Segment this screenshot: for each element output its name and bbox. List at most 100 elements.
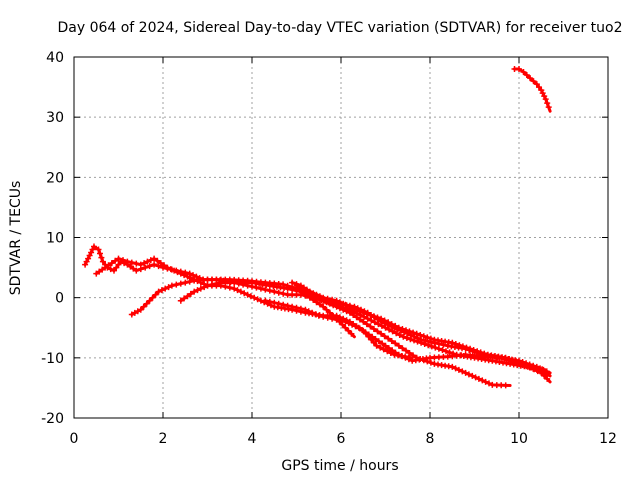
data-point [523,72,530,78]
axis-ticks: 0 2 4 6 8 10 12 -20 -10 0 10 20 30 40 [41,50,617,447]
data-point [115,255,122,262]
data-point [533,366,540,373]
data-point [181,295,188,302]
data-point [137,261,144,268]
data-point [440,341,447,348]
data-point [151,261,158,268]
x-tick-label: 10 [510,431,528,447]
data-point [293,282,300,289]
data-point [475,375,482,382]
data-point [427,338,433,345]
chart-title: Day 064 of 2024, Sidereal Day-to-day VTE… [57,20,622,36]
data-point [411,333,418,340]
data-point [305,308,312,315]
x-tick-label: 8 [426,431,435,447]
data-point [182,279,189,286]
data-point [208,281,215,288]
data-point [404,330,411,337]
data-point [323,306,330,313]
data-point [386,326,393,333]
data-point [181,272,188,279]
data-point [280,301,287,308]
data-point [527,75,534,82]
data-point [161,262,168,269]
data-point [284,302,291,309]
data-point [466,347,473,353]
data-point [399,345,406,352]
data-point [449,363,456,370]
data-point [345,320,352,327]
data-point [482,378,489,385]
data-point [378,318,385,325]
data-point [449,339,456,346]
data-point [520,69,527,75]
data-point [173,281,180,288]
data-point [370,326,377,332]
data-point [373,342,380,349]
data-point [289,279,296,286]
data-point [502,382,509,389]
data-point [523,363,530,370]
data-point [187,290,194,297]
data-point [177,280,184,287]
data-point [324,314,331,321]
data-point [95,246,102,253]
data-point [257,285,264,292]
data-point [362,329,369,336]
data-point [388,338,395,344]
data-point [143,300,150,307]
data-point [144,258,151,265]
data-point [358,306,364,313]
data-point [235,280,242,287]
data-point [293,304,300,311]
data-point [432,344,439,351]
data-point [275,300,282,307]
data-point [516,360,522,367]
data-point [157,260,164,267]
data-point [446,349,453,356]
data-point [133,260,140,267]
data-point [162,285,169,292]
data-point [320,303,327,310]
data-point [321,296,328,303]
data-point [168,282,175,289]
data-point [311,291,318,298]
data-point [280,281,287,288]
data-point [374,316,381,323]
data-point [371,319,378,326]
data-point [284,282,291,289]
data-point [378,330,385,337]
data-point [249,283,255,290]
data-point [137,306,144,313]
data-point [393,330,400,337]
data-point [452,365,459,372]
data-point [384,348,391,355]
data-point [165,284,172,291]
data-point [155,288,162,295]
series-track-h [511,66,552,113]
data-point [333,316,340,323]
data-point [152,291,159,298]
data-point [234,287,241,294]
data-point [384,321,391,328]
data-point [401,329,408,336]
data-point [537,368,544,375]
data-point [105,262,112,269]
data-point [359,327,366,333]
data-point [342,324,349,331]
data-point [324,297,331,304]
data-point [455,366,462,373]
data-point [280,290,287,297]
y-tick-label: 0 [55,291,64,307]
data-point [372,336,379,342]
data-point [146,297,153,304]
x-axis-label: GPS time / hours [281,458,398,474]
data-point [141,260,148,267]
data-point [247,293,254,300]
data-point [469,372,476,379]
data-marks [82,66,552,389]
data-point [146,263,153,270]
data-point [405,356,412,363]
data-point [424,334,431,341]
data-point [315,312,322,319]
